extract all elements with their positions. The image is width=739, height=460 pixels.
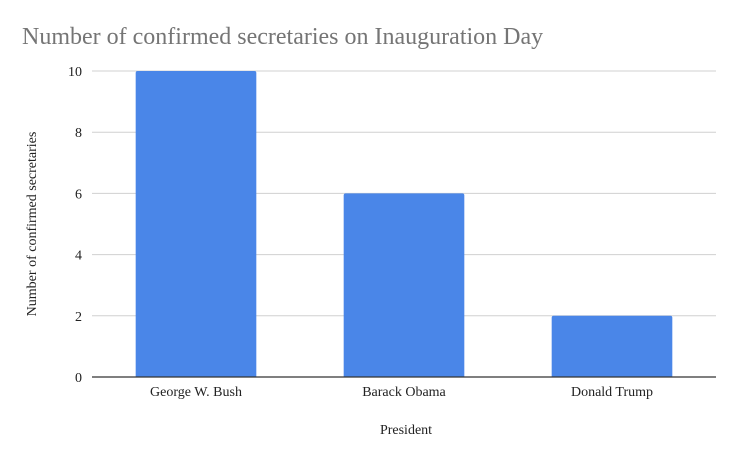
y-tick-label: 4 xyxy=(75,249,82,264)
y-tick-label: 0 xyxy=(75,371,82,386)
y-axis-ticks: 0 2 4 6 8 10 xyxy=(68,65,82,386)
bars xyxy=(135,71,673,377)
x-tick-label: Donald Trump xyxy=(571,385,653,400)
y-axis-title: Number of confirmed secretaries xyxy=(25,132,40,317)
bar xyxy=(135,71,257,377)
x-tick-label: George W. Bush xyxy=(150,385,242,400)
x-axis-title: President xyxy=(380,423,432,438)
y-tick-label: 10 xyxy=(68,65,82,80)
x-axis-ticks: George W. Bush Barack Obama Donald Trump xyxy=(150,385,653,400)
y-tick-label: 8 xyxy=(75,126,82,141)
y-tick-label: 6 xyxy=(75,187,82,202)
bar xyxy=(551,315,673,377)
y-tick-label: 2 xyxy=(75,310,82,325)
x-tick-label: Barack Obama xyxy=(362,385,446,400)
bar xyxy=(343,193,465,377)
chart-title: Number of confirmed secretaries on Inaug… xyxy=(22,24,543,50)
